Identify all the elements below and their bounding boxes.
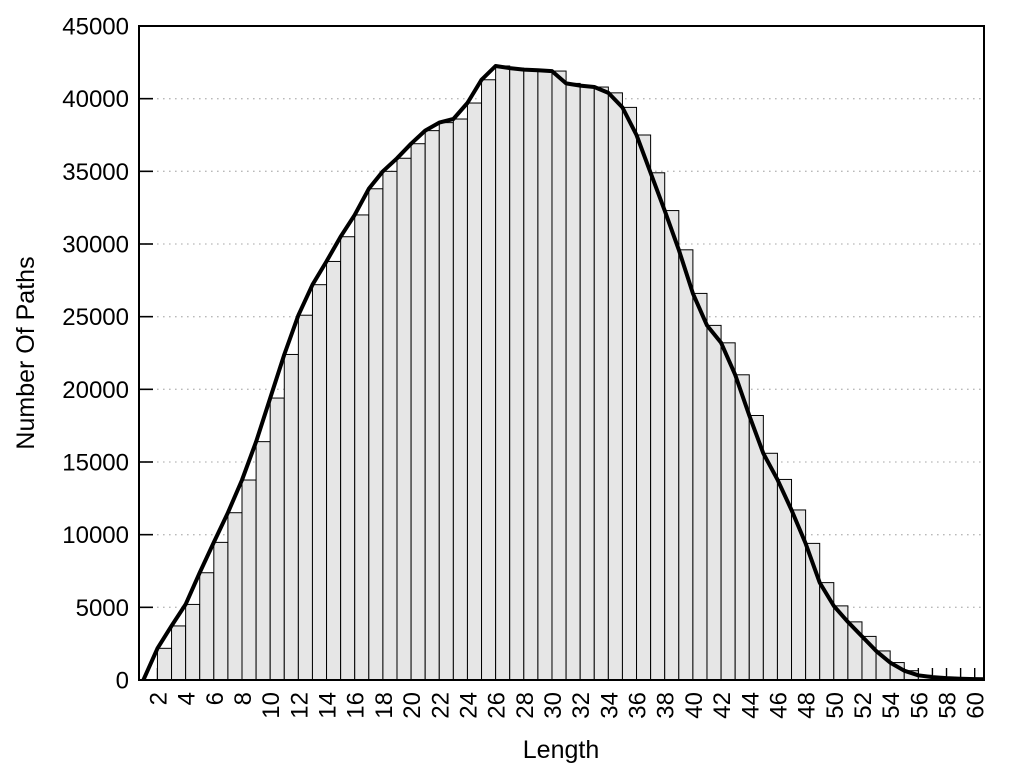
bar [326,260,342,680]
x-tick-label: 38 [653,692,680,719]
x-tick-label: 12 [286,692,313,719]
bar [664,210,680,680]
y-tick-label: 15000 [62,450,129,477]
bar [762,452,778,680]
x-tick-label: 10 [258,692,285,719]
bar [227,512,243,680]
bar [495,65,511,680]
y-tick-label: 45000 [62,14,129,41]
bar [185,603,201,680]
bar [481,79,497,680]
x-tick-label: 14 [315,692,342,719]
x-tick-label: 16 [343,692,370,719]
bar [199,572,215,680]
bar [720,342,736,680]
x-tick-label: 32 [568,692,595,719]
bar [551,70,567,680]
bar [241,479,257,680]
bar-layer [156,65,984,680]
plot-border [138,25,985,681]
y-tick-label: 0 [116,668,129,695]
bar [692,292,708,680]
bar [213,541,229,680]
x-tick-label: 2 [145,692,172,705]
bar [621,106,638,680]
x-tick-label: 52 [850,692,877,719]
x-tick-label: 6 [202,692,229,705]
x-tick-label: 20 [399,692,426,719]
x-tick-label: 44 [737,692,764,719]
bar [382,170,398,680]
y-tick-label: 10000 [62,522,129,549]
x-axis-title: Length [523,736,599,764]
y-tick-label: 30000 [62,232,129,259]
y-tick-label: 20000 [62,377,129,404]
bar [396,157,412,680]
bar [706,324,722,680]
bar [340,236,356,680]
bar [269,397,285,680]
bar [354,214,370,680]
label-layer: 0 5000 10000 15000 20000 25000 30000 35000 40000… [62,14,989,719]
bar [466,102,483,680]
bar [509,67,525,680]
x-tick-label: 22 [427,692,454,719]
bar [734,374,750,680]
bar [171,625,187,680]
x-tick-label: 56 [906,692,933,719]
bar [537,69,553,680]
bar [156,647,173,680]
y-tick-label: 35000 [62,159,129,186]
bar [283,353,299,680]
x-tick-label: 28 [512,692,539,719]
y-tick-label: 5000 [76,595,129,622]
x-tick-label: 60 [963,692,990,719]
x-tick-label: 58 [935,692,962,719]
bar [636,134,652,680]
x-tick-label: 26 [484,692,511,719]
x-tick-label: 4 [174,692,201,705]
bar [565,82,581,680]
bar [255,441,271,680]
x-tick-label: 40 [681,692,708,719]
x-tick-label: 42 [709,692,736,719]
bar [607,92,623,680]
bar [523,69,539,680]
x-tick-label: 36 [625,692,652,719]
x-tick-label: 50 [822,692,849,719]
bar [424,130,440,680]
x-tick-label: 18 [371,692,398,719]
bar [579,85,595,680]
bar [438,122,454,680]
y-tick-label: 25000 [62,304,129,331]
bar [593,86,609,680]
x-tick-label: 54 [878,692,905,719]
x-tick-label: 48 [794,692,821,719]
line-layer [141,64,984,680]
y-axis-title: Number Of Paths [12,256,40,449]
x-tick-label: 30 [540,692,567,719]
x-tick-label: 24 [455,692,482,719]
bar [678,249,694,680]
bar [311,284,328,680]
bar [650,172,666,680]
x-tick-label: 34 [596,692,623,719]
data-line [141,64,984,680]
x-tick-label: 46 [765,692,792,719]
y-tick-label: 40000 [62,86,129,113]
bar [410,143,426,680]
bar [297,314,313,680]
bar [452,118,468,680]
bar [368,188,384,680]
x-tick-label: 8 [230,692,257,705]
bar [748,414,764,680]
